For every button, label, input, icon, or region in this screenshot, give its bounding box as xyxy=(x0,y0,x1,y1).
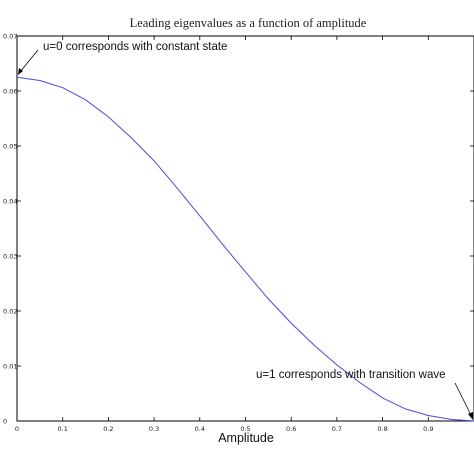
x-tick-label: 0.2 xyxy=(103,425,113,433)
y-tick-label: 0.02 xyxy=(3,308,17,316)
x-axis-label: Amplitude xyxy=(218,431,274,445)
y-axis-ticks: 0 0.01 0.02 0.03 0.04 0.05 0.06 0.07 xyxy=(3,33,474,426)
y-tick-label: 0.06 xyxy=(3,88,17,96)
annotation-u1-text: u=1 corresponds with transition wave xyxy=(256,369,446,381)
x-axis-ticks: 0 0.1 0.2 0.3 0.4 0.5 0.6 0.7 0.8 0.9 xyxy=(15,36,433,433)
eigenvalue-series-line xyxy=(16,76,474,422)
annotation-u0-arrowhead xyxy=(18,68,23,75)
x-tick-label: 0.1 xyxy=(58,425,68,433)
y-tick-label: 0 xyxy=(3,418,7,426)
x-tick-label: 0.4 xyxy=(195,425,205,433)
x-tick-label: 0.3 xyxy=(149,425,159,433)
annotation-u0-text: u=0 corresponds with constant state xyxy=(43,41,227,53)
x-tick-label: 0.7 xyxy=(332,425,342,433)
annotation-u0-arrow xyxy=(19,49,39,73)
y-tick-label: 0.01 xyxy=(3,363,17,371)
y-tick-label: 0.05 xyxy=(3,143,17,151)
y-tick-label: 0.03 xyxy=(3,253,17,261)
x-tick-label: 0.9 xyxy=(423,425,433,433)
annotation-u1-arrow xyxy=(454,382,473,418)
x-tick-label: 0.6 xyxy=(286,425,296,433)
x-tick-label: 0 xyxy=(15,425,19,433)
chart-title: Leading eigenvalues as a function of amp… xyxy=(130,16,367,30)
plot-frame xyxy=(16,35,474,422)
annotation-u1-arrowhead xyxy=(468,412,473,420)
x-tick-label: 0.8 xyxy=(377,425,387,433)
y-tick-label: 0.04 xyxy=(3,198,17,206)
y-tick-label: 0.07 xyxy=(3,33,17,41)
x-tick-label: 0.5 xyxy=(240,425,250,433)
